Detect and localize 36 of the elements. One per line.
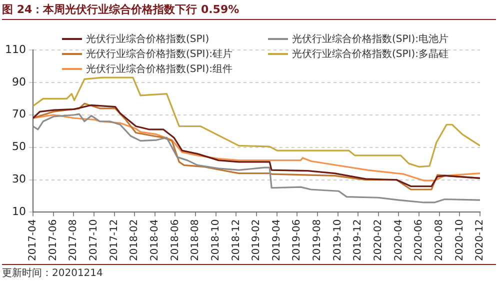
x-tick-label: 2019-06 bbox=[292, 219, 303, 262]
y-tick-label: 90 bbox=[12, 75, 26, 88]
x-tick-label: 2018-02 bbox=[129, 219, 140, 262]
x-tick-label: 2020-02 bbox=[373, 219, 384, 262]
legend-label: 光伏行业综合价格指数(SPI):组件 bbox=[86, 62, 232, 76]
y-tick-label: 10 bbox=[12, 205, 26, 218]
x-tick-label: 2018-12 bbox=[230, 219, 242, 262]
x-tick-label: 2019-02 bbox=[251, 219, 262, 262]
chart-title: 图 24：本周光伏行业综合价格指数下行 0.59% bbox=[2, 2, 496, 20]
x-tick-label: 2017-10 bbox=[88, 219, 100, 262]
text: 更新时间：20201214 bbox=[2, 264, 496, 280]
y-tick-label: 110 bbox=[4, 42, 26, 56]
x-tick-label: 2018-10 bbox=[210, 219, 222, 262]
legend-label: 光伏行业综合价格指数(SPI):电池片 bbox=[292, 32, 448, 46]
x-tick-label: 2017-08 bbox=[68, 219, 80, 262]
x-tick-label: 2019-04 bbox=[271, 219, 282, 262]
legend-label: 光伏行业综合价格指数(SPI) bbox=[86, 32, 210, 46]
legend-label: 光伏行业综合价格指数(SPI):硅片 bbox=[86, 48, 232, 60]
x-tick-label: 2017-06 bbox=[48, 219, 59, 262]
x-tick-label: 2020-08 bbox=[434, 219, 445, 262]
x-tick-label: 2017-12 bbox=[108, 219, 120, 262]
legend-label: 光伏行业综合价格指数(SPI):多晶硅 bbox=[292, 48, 448, 60]
x-tick-label: 2018-08 bbox=[190, 219, 202, 262]
y-tick-label: 50 bbox=[12, 140, 26, 154]
x-tick-label: 2018-04 bbox=[150, 219, 160, 262]
x-tick-label: 2020-10 bbox=[454, 219, 466, 262]
x-tick-label: 2020-06 bbox=[414, 219, 425, 262]
y-tick-label: 70 bbox=[12, 108, 26, 121]
x-tick-label: 2017-04 bbox=[28, 219, 39, 262]
x-tick-label: 2019-08 bbox=[312, 219, 324, 262]
x-tick-label: 2020-04 bbox=[393, 219, 404, 262]
x-tick-label: 2020-12 bbox=[474, 219, 486, 262]
x-tick-label: 2018-06 bbox=[170, 219, 181, 262]
x-tick-label: 2019-12 bbox=[352, 219, 364, 262]
x-tick-label: 2019-10 bbox=[332, 219, 344, 262]
y-tick-label: 30 bbox=[12, 172, 26, 186]
